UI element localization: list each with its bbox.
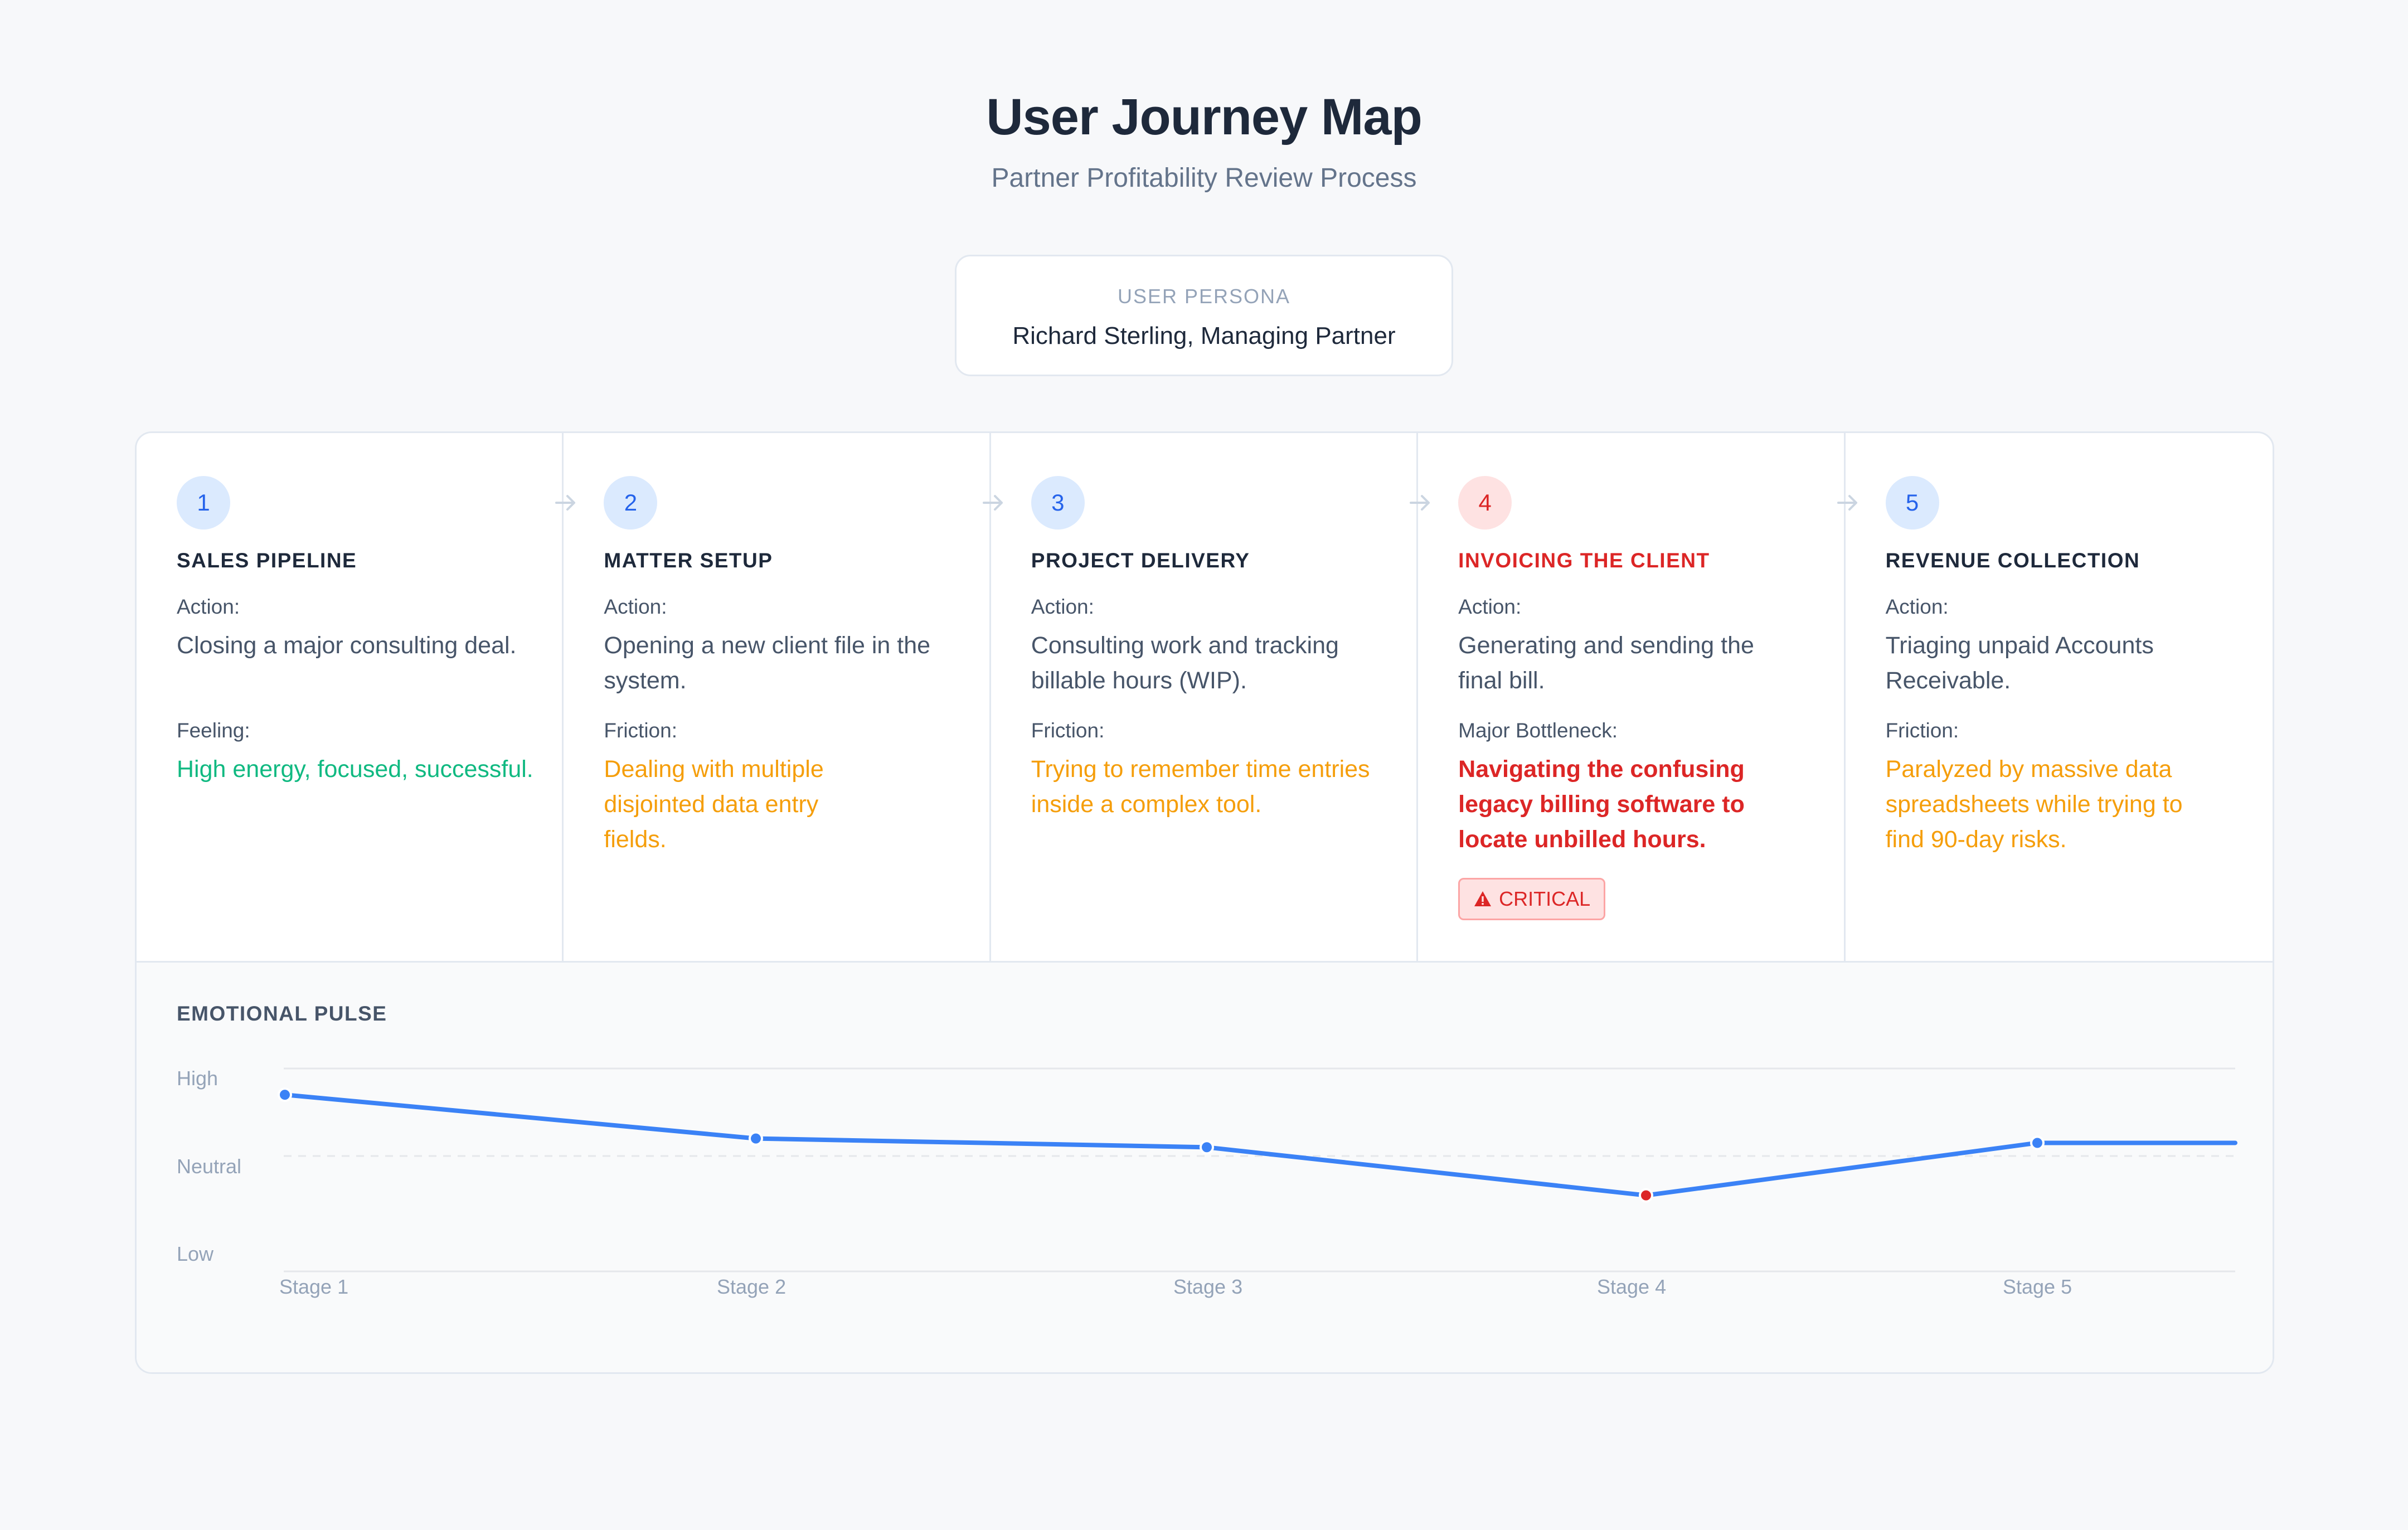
pulse-point xyxy=(2030,1135,2045,1150)
stage-number-badge: 5 xyxy=(1885,476,1939,530)
persona-name: Richard Sterling, Managing Partner xyxy=(1012,322,1396,349)
page-subtitle: Partner Profitability Review Process xyxy=(991,163,1417,193)
stage-number-badge: 2 xyxy=(604,476,658,530)
pulse-point xyxy=(749,1131,763,1146)
page-title: User Journey Map xyxy=(986,89,1423,145)
friction-label: Friction: xyxy=(604,719,677,742)
emotional-pulse-panel: EMOTIONAL PULSE High Neutral Low Stage 1 Sta… xyxy=(137,963,2273,1372)
journey-board: 1 SALES PIPELINE Action: Closing a major… xyxy=(135,431,2274,1374)
action-label: Action: xyxy=(1885,595,1949,618)
y-level-label: Neutral xyxy=(177,1155,241,1178)
friction-label: Friction: xyxy=(1031,719,1105,742)
friction-label: Friction: xyxy=(1885,719,1959,742)
x-axis-label: Stage 1 xyxy=(279,1275,348,1298)
stage-card-4: 4 INVOICING THE CLIENT Action: Generatin… xyxy=(1418,433,1857,961)
action-text: Closing a major consulting deal. xyxy=(177,632,517,659)
stage-number-badge: 1 xyxy=(177,476,230,530)
pulse-title: EMOTIONAL PULSE xyxy=(177,1002,387,1025)
pulse-line xyxy=(283,1092,2237,1198)
feeling-label: Feeling: xyxy=(177,719,250,742)
arrow-right-icon xyxy=(982,495,1003,511)
arrow-right-icon xyxy=(1410,495,1430,511)
arrow-right-icon xyxy=(555,495,576,511)
x-axis-label: Stage 3 xyxy=(1173,1275,1242,1298)
stage-card-3: 3 PROJECT DELIVERY Action: Consulting wo… xyxy=(991,433,1430,961)
pulse-point xyxy=(1639,1188,1653,1203)
action-text: Generating and sending the final bill. xyxy=(1458,632,1754,694)
stage-card-2: 2 MATTER SETUP Action: Opening a new cli… xyxy=(564,433,1003,961)
stage-title: MATTER SETUP xyxy=(604,549,773,572)
pulse-point xyxy=(278,1087,292,1102)
action-label: Action: xyxy=(177,595,240,618)
x-axis-label: Stage 5 xyxy=(2003,1275,2072,1298)
y-level-label: Low xyxy=(177,1242,214,1265)
stage-number-badge: 4 xyxy=(1458,476,1512,530)
persona-card: USER PERSONA Richard Sterling, Managing … xyxy=(955,255,1453,376)
action-label: Action: xyxy=(1031,595,1094,618)
stage-title: REVENUE COLLECTION xyxy=(1885,549,2140,572)
bottleneck-label: Major Bottleneck: xyxy=(1458,719,1618,742)
action-label: Action: xyxy=(1458,595,1522,618)
stage-number-badge: 3 xyxy=(1031,476,1085,530)
friction-text: Paralyzed by massive data spreadsheets w… xyxy=(1885,756,2183,853)
persona-label: USER PERSONA xyxy=(1117,285,1291,308)
stage-title: SALES PIPELINE xyxy=(177,549,357,572)
emotional-pulse-chart: High Neutral Low Stage 1 Stage 2 Stage 3 Stage… xyxy=(177,1067,2237,1298)
stage-title: INVOICING THE CLIENT xyxy=(1458,549,1710,572)
stage-card-5: 5 REVENUE COLLECTION Action: Triaging un… xyxy=(1846,433,2273,961)
action-text: Opening a new client file in the system. xyxy=(604,632,931,694)
action-text: Consulting work and tracking billable ho… xyxy=(1031,632,1339,694)
action-text: Triaging unpaid Accounts Receivable. xyxy=(1885,632,2154,694)
stages-row: 1 SALES PIPELINE Action: Closing a major… xyxy=(137,433,2273,963)
y-level-label: High xyxy=(177,1067,218,1090)
friction-text: Trying to remember time entries inside a… xyxy=(1031,756,1370,818)
warning-icon xyxy=(1474,891,1492,906)
pulse-point xyxy=(1200,1140,1214,1155)
x-axis-label: Stage 2 xyxy=(717,1275,786,1298)
action-label: Action: xyxy=(604,595,667,618)
stage-title: PROJECT DELIVERY xyxy=(1031,549,1250,572)
x-axis-label: Stage 4 xyxy=(1597,1275,1666,1298)
arrow-right-icon xyxy=(1837,495,1857,511)
critical-badge: CRITICAL xyxy=(1458,878,1606,920)
critical-label: CRITICAL xyxy=(1499,887,1591,910)
feeling-text: High energy, focused, successful. xyxy=(177,756,533,783)
stage-card-1: 1 SALES PIPELINE Action: Closing a major… xyxy=(137,433,576,961)
friction-text: Dealing with multiple disjointed data en… xyxy=(604,756,824,853)
bottleneck-text: Navigating the confusing legacy billing … xyxy=(1458,756,1745,853)
